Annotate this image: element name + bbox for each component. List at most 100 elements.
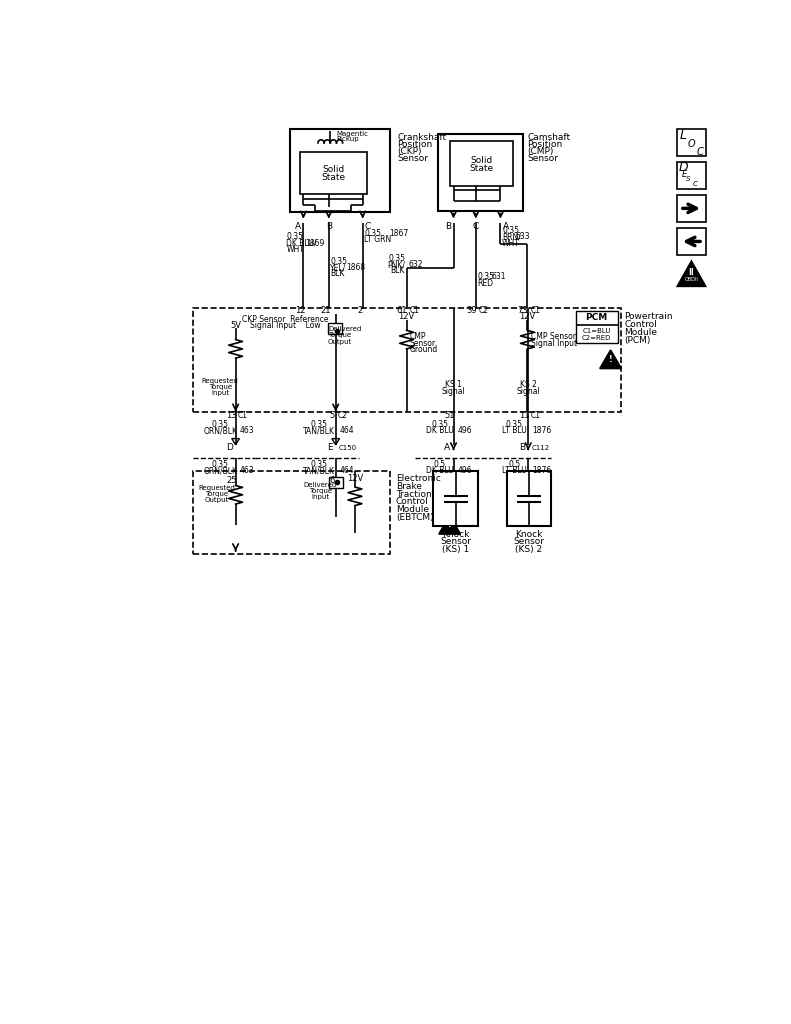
Text: B: B	[326, 222, 332, 231]
Text: C: C	[697, 147, 703, 157]
Text: 0.35: 0.35	[286, 232, 304, 242]
Text: 464: 464	[339, 426, 354, 435]
Text: Camshaft: Camshaft	[528, 133, 570, 142]
Text: Sensor: Sensor	[441, 538, 471, 546]
Text: DK BLU: DK BLU	[426, 466, 453, 475]
Text: 0.35: 0.35	[310, 420, 327, 429]
Text: State: State	[469, 164, 494, 173]
Text: 11: 11	[519, 411, 530, 420]
Bar	[300, 153, 367, 195]
Text: BRN/: BRN/	[502, 232, 521, 242]
Bar	[290, 129, 390, 212]
Text: TAN/BLK: TAN/BLK	[303, 466, 335, 475]
Text: (EBTCM): (EBTCM)	[396, 513, 433, 521]
Text: Delivered: Delivered	[304, 481, 337, 487]
Text: C1: C1	[531, 411, 540, 420]
Text: Traction: Traction	[396, 489, 432, 499]
Text: C112: C112	[532, 444, 550, 451]
Text: Delivered: Delivered	[328, 327, 361, 332]
Text: 0.35: 0.35	[478, 272, 494, 282]
Text: !: !	[448, 520, 452, 529]
Text: Knock: Knock	[515, 529, 543, 539]
Text: C1: C1	[238, 411, 248, 420]
Text: D: D	[226, 443, 233, 453]
Text: CMP Sensor: CMP Sensor	[531, 333, 576, 341]
Text: 0.35: 0.35	[431, 420, 448, 429]
Text: Control: Control	[624, 321, 657, 329]
Text: C1=BLU: C1=BLU	[582, 328, 611, 334]
Text: 0.35: 0.35	[505, 420, 523, 429]
Text: Torque: Torque	[206, 492, 229, 497]
Text: Torque: Torque	[328, 333, 351, 338]
Text: II: II	[689, 267, 694, 276]
Text: B: B	[519, 443, 525, 453]
Text: 631: 631	[491, 272, 505, 282]
Text: 21: 21	[320, 306, 331, 315]
Text: A: A	[503, 222, 509, 231]
Text: Signal: Signal	[441, 387, 465, 396]
Text: 496: 496	[457, 426, 472, 435]
Text: D: D	[679, 161, 689, 174]
Text: E: E	[681, 170, 687, 179]
Text: BLK: BLK	[391, 266, 405, 275]
Text: 12V: 12V	[399, 312, 414, 322]
Bar	[449, 141, 513, 186]
Polygon shape	[439, 515, 460, 535]
Text: 2: 2	[357, 306, 362, 315]
Bar	[507, 471, 551, 526]
Text: CMP: CMP	[410, 333, 426, 341]
Text: 463: 463	[240, 466, 254, 475]
Text: 633: 633	[516, 232, 531, 242]
Text: Electronic: Electronic	[396, 474, 441, 483]
Text: C: C	[692, 180, 697, 186]
Text: 463: 463	[240, 426, 254, 435]
Text: Knock: Knock	[442, 529, 470, 539]
Text: Torque: Torque	[209, 384, 232, 390]
Bar	[438, 134, 523, 211]
Text: C: C	[473, 222, 479, 231]
Text: 12V: 12V	[346, 474, 363, 483]
Text: 632: 632	[408, 260, 422, 269]
Text: Sensor: Sensor	[410, 339, 436, 347]
Text: Crankshaft: Crankshaft	[397, 133, 446, 142]
Text: C2: C2	[479, 306, 489, 315]
Text: 0.35: 0.35	[502, 226, 519, 236]
Text: TAN/BLK: TAN/BLK	[303, 426, 335, 435]
Text: 5V: 5V	[230, 321, 241, 330]
Text: C: C	[365, 222, 371, 231]
Text: (CMP): (CMP)	[528, 146, 554, 156]
Text: LT BLU: LT BLU	[502, 426, 527, 435]
Text: C2=RED: C2=RED	[582, 335, 611, 341]
Text: 1869: 1869	[305, 239, 324, 248]
Text: Sensor: Sensor	[397, 154, 428, 163]
Text: Signal Input: Signal Input	[531, 339, 577, 347]
Text: E: E	[327, 443, 332, 453]
Text: BLK: BLK	[331, 269, 345, 279]
Text: Output: Output	[328, 339, 352, 344]
Text: C150: C150	[339, 444, 357, 451]
Text: WHT: WHT	[286, 245, 305, 254]
Text: Pickup: Pickup	[336, 136, 359, 142]
Text: S: S	[686, 176, 691, 182]
Text: PCM: PCM	[585, 313, 607, 323]
Text: State: State	[321, 173, 346, 182]
Text: 1876: 1876	[532, 426, 551, 435]
Text: 0.35: 0.35	[364, 229, 381, 239]
Bar	[677, 228, 706, 255]
Polygon shape	[232, 438, 240, 444]
Text: O: O	[687, 139, 695, 150]
Text: 0.35: 0.35	[212, 420, 229, 429]
Bar	[677, 196, 706, 222]
Text: Input: Input	[211, 390, 229, 396]
Text: YEL/: YEL/	[331, 263, 346, 272]
Text: 12: 12	[295, 306, 305, 315]
Text: 6: 6	[329, 476, 335, 484]
Text: B: B	[445, 222, 451, 231]
Text: Powertrain: Powertrain	[624, 312, 673, 322]
Text: Ground: Ground	[410, 345, 438, 353]
Bar	[193, 307, 621, 412]
Text: Torque: Torque	[308, 488, 332, 494]
Text: ORN/BLK: ORN/BLK	[203, 466, 237, 475]
Text: 12V: 12V	[520, 312, 536, 322]
Text: CKP Sensor  Reference: CKP Sensor Reference	[242, 314, 329, 324]
